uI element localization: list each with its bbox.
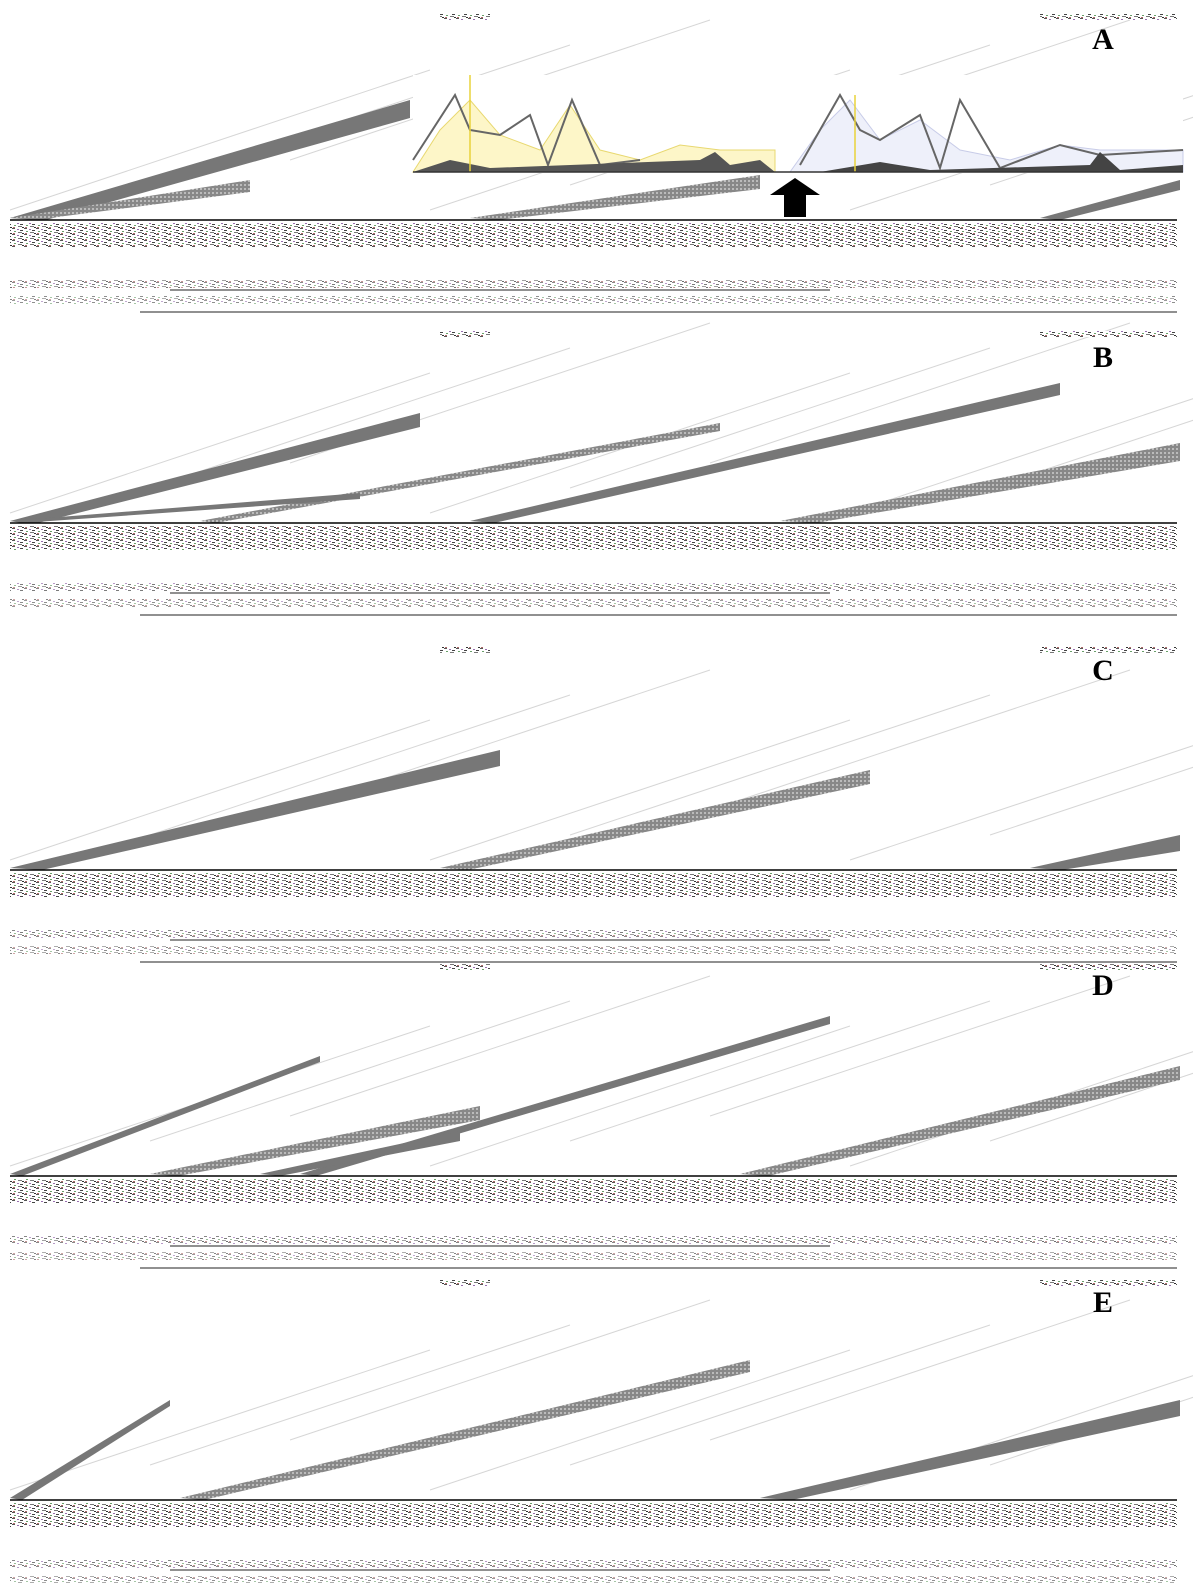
- streak-line: [430, 1026, 850, 1166]
- noise-band: [10, 946, 1177, 954]
- panel: B: [10, 323, 1193, 615]
- noise-band: [10, 1252, 1177, 1260]
- streak-line: [570, 695, 990, 835]
- streak: [1040, 180, 1180, 220]
- noise-band: [10, 1503, 1177, 1527]
- streak-line: [990, 695, 1193, 835]
- panel-label: C: [1092, 654, 1114, 687]
- noise-band: [10, 280, 1177, 288]
- streak: [10, 100, 410, 220]
- panel: D: [10, 964, 1193, 1268]
- figure: A B C D E: [0, 0, 1193, 1583]
- streak: [10, 1400, 170, 1500]
- noise-band: [10, 930, 1177, 938]
- panel-label: E: [1093, 1286, 1113, 1319]
- noise-band: [440, 964, 490, 970]
- streak-line: [710, 1300, 1130, 1440]
- noise-band: [440, 1280, 490, 1286]
- streak: [740, 1066, 1180, 1176]
- noise-band: [1040, 331, 1177, 337]
- streak-line: [290, 1300, 710, 1440]
- noise-band: [10, 583, 1177, 591]
- streak: [760, 1400, 1180, 1500]
- streak-line: [710, 670, 1130, 810]
- streak-line: [430, 1350, 850, 1490]
- arrow: [770, 178, 820, 217]
- streak-line: [150, 695, 570, 835]
- streak: [180, 1360, 750, 1500]
- streak: [10, 750, 500, 870]
- noise-band: [440, 647, 490, 653]
- panel-label: D: [1092, 969, 1114, 1002]
- noise-band: [440, 14, 490, 20]
- streak-line: [850, 1026, 1193, 1166]
- streak-line: [710, 323, 1130, 463]
- noise-band: [10, 1560, 1177, 1568]
- noise-band: [10, 599, 1177, 607]
- streak: [200, 423, 720, 523]
- streak: [470, 383, 1060, 523]
- noise-band: [10, 1236, 1177, 1244]
- streak-line: [150, 1325, 570, 1465]
- streak-line: [850, 720, 1193, 860]
- panel-label: A: [1092, 23, 1114, 56]
- noise-band: [10, 873, 1177, 897]
- noise-band: [1040, 14, 1177, 20]
- noise-band: [10, 1576, 1177, 1583]
- noise-band: [10, 1179, 1177, 1203]
- streak-line: [150, 1001, 570, 1141]
- streak: [1030, 835, 1180, 870]
- noise-band: [1040, 647, 1177, 653]
- streak-line: [10, 1350, 430, 1490]
- panel: C: [10, 647, 1193, 962]
- streak-line: [570, 1001, 990, 1141]
- noise-band: [10, 223, 1177, 247]
- noise-band: [10, 296, 1177, 304]
- inset: [413, 75, 1183, 217]
- page: {"panels": [{"label": "A"}, {"label": "B…: [0, 0, 1193, 1583]
- streak-line: [290, 976, 710, 1116]
- noise-band: [440, 331, 490, 337]
- streak: [780, 443, 1180, 523]
- noise-band: [10, 526, 1177, 550]
- panel: E: [10, 1280, 1193, 1583]
- panel-label: B: [1093, 341, 1113, 374]
